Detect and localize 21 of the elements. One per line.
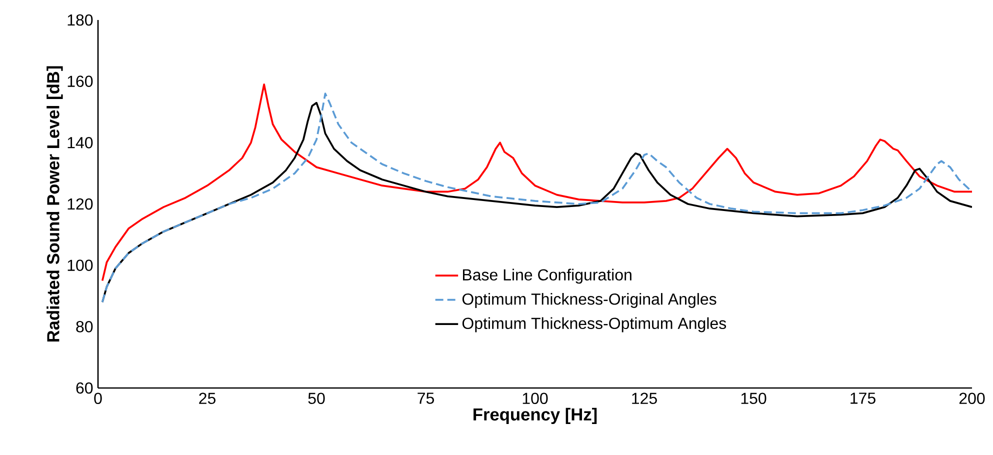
x-tick-label: 100 — [522, 392, 548, 404]
x-tick-label: 25 — [199, 392, 216, 404]
x-tick-label: 125 — [632, 392, 657, 404]
x-tick-label: 75 — [418, 392, 434, 404]
y-tick-label: 120 — [68, 198, 93, 210]
y-tick-label: 180 — [68, 14, 93, 26]
y-tick-label: 160 — [68, 76, 93, 87]
y-tick-label: 140 — [68, 137, 93, 148]
legend-label: Base Line Configuration — [463, 268, 632, 284]
y-tick-label: 100 — [68, 260, 93, 271]
x-tick-label: 150 — [741, 392, 766, 404]
x-tick-label: 200 — [959, 392, 985, 404]
x-tick-label: 50 — [308, 392, 325, 404]
x-axis-title: Frequency [Hz] — [474, 408, 597, 424]
x-tick-label: 175 — [850, 392, 876, 404]
y-tick-label: 80 — [76, 321, 93, 332]
y-tick-label: 60 — [76, 382, 93, 394]
y-axis-title: Radiated Sound Power Level [dB] — [46, 66, 63, 342]
legend-label: Optimum Thickness-Optimum Angles — [462, 317, 726, 332]
x-tick-label: 0 — [94, 392, 102, 404]
legend-label: Optimum Thickness-Original Angles — [462, 293, 716, 308]
